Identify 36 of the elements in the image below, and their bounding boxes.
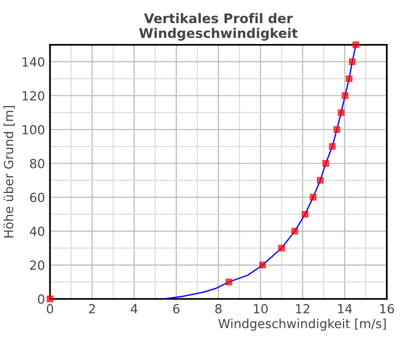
y-tick-label: 60 [30,192,44,202]
point [338,109,344,116]
point [226,278,232,286]
x-tick-label: 0 [46,304,54,314]
point [328,143,336,150]
point [352,41,360,48]
y-tick-label: 40 [30,226,44,236]
x-tick-label: 14 [338,304,352,314]
point [46,296,54,302]
y-tick-label: 120 [22,91,44,101]
point [310,194,316,201]
point [316,176,324,184]
point [342,92,348,99]
x-axis-title: Windgeschwindigkeit [m/s] [218,318,386,331]
point [278,244,285,252]
point [322,160,330,167]
point [334,126,340,133]
y-tick-label: 0 [38,294,44,304]
point [259,262,266,268]
x-tick-label: 16 [380,304,394,314]
x-tick-label: 6 [173,304,180,314]
x-tick-label: 10 [254,304,268,314]
x-tick-label: 4 [130,304,138,314]
point [291,228,298,235]
y-tick-label: 20 [30,260,44,270]
y-tick-label: 140 [22,57,44,67]
chart-title: Vertikales Profil der Windgeschwindigkeit [139,13,298,41]
x-tick-label: 8 [215,304,222,314]
y-tick-label: 80 [30,158,44,168]
point [348,58,356,66]
x-tick-label: 2 [89,304,95,314]
y-tick-label: 100 [22,124,44,134]
x-tick-label: 12 [296,304,310,314]
point [302,210,308,218]
point [346,75,352,82]
y-axis-title: Höhe über Grund [m] [4,106,15,238]
